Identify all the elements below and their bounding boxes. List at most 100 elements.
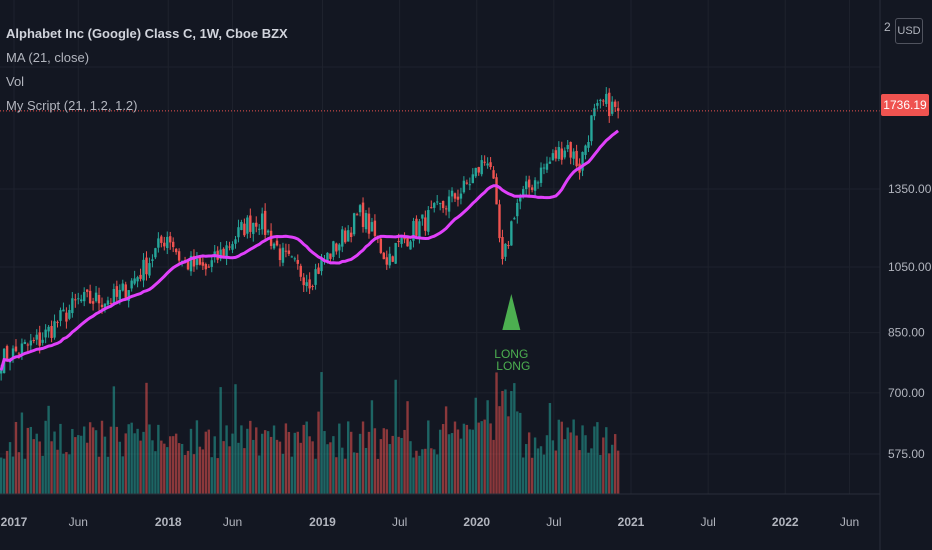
candle-body <box>56 321 59 323</box>
volume-bar <box>590 448 593 494</box>
volume-bar <box>77 435 80 494</box>
volume-bar <box>441 424 445 494</box>
volume-bar <box>305 421 308 494</box>
time-tick-label: Jun <box>840 515 859 529</box>
candle-body <box>255 222 258 227</box>
volume-bar <box>35 433 38 494</box>
volume-bar <box>459 438 463 494</box>
candle-body <box>605 93 608 104</box>
candle-body <box>210 260 213 267</box>
candle-body <box>133 278 136 284</box>
volume-bar <box>548 403 552 494</box>
volume-bar <box>430 448 433 494</box>
volume-bar <box>198 446 202 494</box>
volume-bar <box>124 433 127 494</box>
price-tick-label: 850.00 <box>888 326 925 340</box>
volume-bar <box>486 400 489 494</box>
volume-bar <box>435 454 439 494</box>
volume-bar <box>127 424 130 494</box>
candle-body <box>157 238 160 248</box>
volume-bar <box>483 419 486 494</box>
volume-bar <box>489 423 492 494</box>
candle-body <box>80 299 83 302</box>
volume-bar <box>424 448 427 494</box>
volume-bar <box>611 444 614 494</box>
candle-body <box>370 222 374 232</box>
candle-body <box>142 259 145 281</box>
volume-bar <box>314 458 317 494</box>
volume-bar <box>344 458 347 494</box>
candle-body <box>148 263 151 276</box>
volume-bar <box>246 428 249 494</box>
candle-body <box>504 243 507 257</box>
candle-body <box>308 279 311 289</box>
price-axis[interactable]: 575.00 700.00 850.00 1050.00 1350.00 <box>888 182 932 461</box>
volume-bar <box>237 442 240 494</box>
volume-bar <box>171 436 175 494</box>
time-axis[interactable]: 2017 Jun 2018 Jun 2019 Jul 2020 Jul 2021 Jul 2022 J… <box>1 515 860 529</box>
candle-body <box>507 245 510 247</box>
candle-body <box>240 222 243 230</box>
indicator-vol[interactable]: Vol <box>6 74 25 89</box>
candle-body <box>225 245 228 259</box>
candle-body <box>121 283 124 291</box>
volume-bar <box>8 442 12 494</box>
candle-body <box>17 353 21 355</box>
currency-button[interactable]: USD <box>895 18 923 44</box>
volume-bar <box>516 411 519 494</box>
volume-bar <box>249 420 252 494</box>
candle-body <box>352 213 356 235</box>
volume-bar <box>272 425 276 494</box>
candle-body <box>88 290 92 304</box>
candle-body <box>130 280 133 289</box>
volume-bar <box>189 428 193 494</box>
candle-body <box>474 167 477 177</box>
time-tick-label: Jun <box>223 515 242 529</box>
last-price-badge <box>881 94 929 116</box>
volume-bar <box>47 405 50 494</box>
volume-bar <box>329 442 332 494</box>
volume-bar <box>539 446 543 494</box>
volume-bar <box>465 424 469 494</box>
chart-title[interactable]: Alphabet Inc (Google) Class C, 1W, Cboe … <box>6 26 288 41</box>
volume-bar <box>177 443 181 494</box>
volume-bar <box>59 423 62 494</box>
time-tick-label: 2020 <box>463 515 490 529</box>
indicator-ma[interactable]: MA (21, close) <box>6 50 90 65</box>
volume-bar <box>23 458 27 494</box>
candle-body <box>596 103 599 106</box>
candle-body <box>287 250 291 254</box>
candle-body <box>260 213 264 230</box>
volume-bar <box>519 412 522 494</box>
candle-body <box>566 144 569 150</box>
volume-bar <box>501 390 504 494</box>
candle-body <box>575 150 578 167</box>
candle-body <box>26 344 30 346</box>
volume-bar <box>412 457 415 494</box>
volume-bar <box>596 422 599 494</box>
long-signal: LONG LONG <box>494 294 530 373</box>
indicator-my-script[interactable]: My Script (21, 1.2, 1.2) <box>6 98 138 113</box>
candle-body <box>465 182 469 184</box>
volume-bar <box>403 429 406 494</box>
candle-body <box>192 255 196 267</box>
candle-body <box>71 298 74 314</box>
candle-body <box>320 259 323 272</box>
candle-body <box>103 303 107 309</box>
candle-body <box>299 265 302 277</box>
volume-bar <box>335 457 338 494</box>
candle-body <box>11 348 15 360</box>
candle-body <box>50 326 53 338</box>
volume-bar <box>284 423 288 494</box>
candle-body <box>409 241 412 250</box>
price-tick-label: 700.00 <box>888 386 925 400</box>
candle-body <box>59 310 62 321</box>
candle-body <box>418 221 421 239</box>
volume-bar <box>551 440 555 494</box>
candle-body <box>486 163 489 166</box>
volume-bar <box>157 424 160 494</box>
volume-bar <box>557 419 561 494</box>
volume-bar <box>2 458 6 494</box>
volume-bar <box>418 455 421 494</box>
